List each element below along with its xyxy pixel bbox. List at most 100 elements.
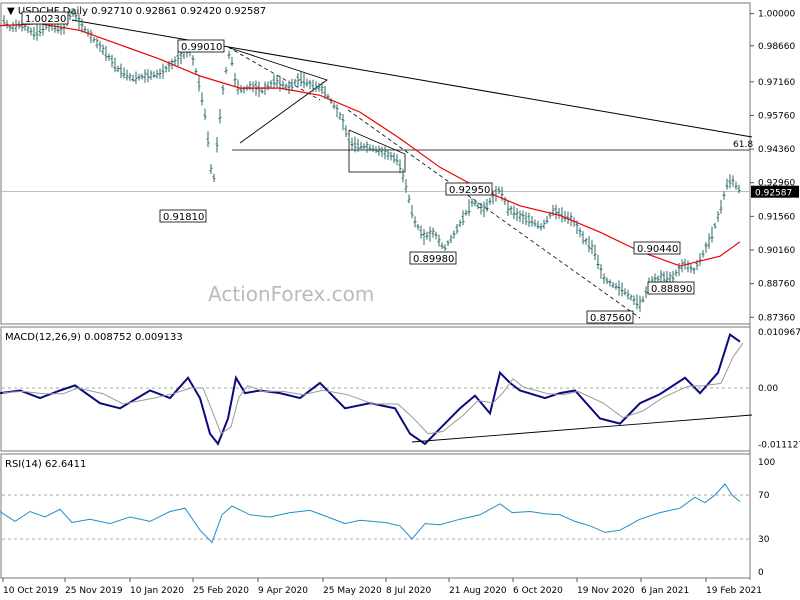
ohlc-bar [464, 209, 468, 216]
moving-average [0, 23, 741, 267]
ohlc-bar [212, 173, 216, 183]
ohlc-bar [14, 19, 18, 33]
ohlc-bar [77, 13, 81, 30]
macd-line [0, 332, 741, 446]
ohlc-bar [596, 254, 600, 269]
ohlc-bar [308, 79, 312, 90]
ohlc-bar [401, 168, 405, 183]
rsi-line [0, 483, 741, 544]
annotation-label: 0.91810 [163, 212, 204, 223]
ohlc-bar [146, 68, 150, 83]
ohlc-bar [344, 125, 348, 138]
ohlc-bar [113, 57, 117, 73]
ohlc-bar [101, 44, 105, 56]
ohlc-bar [431, 227, 435, 238]
y-tick-label: 0.87360 [758, 313, 795, 323]
ohlc-bar [443, 244, 447, 251]
ohlc-bar [299, 71, 303, 87]
ohlc-bar [719, 199, 723, 214]
ohlc-bar [107, 53, 111, 61]
ohlc-bar [581, 231, 585, 245]
ohlc-bar [155, 69, 159, 79]
ohlc-bar [71, 8, 75, 17]
ohlc-bar [557, 207, 561, 220]
ohlc-bar [512, 205, 516, 220]
ohlc-bar [713, 222, 717, 229]
ohlc-bar [332, 102, 336, 110]
ohlc-bar [353, 136, 357, 153]
ohlc-bar [410, 204, 414, 219]
long-trendline [71, 19, 753, 138]
ohlc-bar [380, 146, 384, 158]
rsi-tick-label: 70 [758, 491, 770, 501]
rsi-header: RSI(14) 62.6411 [5, 459, 86, 470]
rsi-panel-frame [0, 453, 751, 579]
ohlc-bar [26, 25, 30, 34]
ohlc-bar [587, 236, 591, 253]
ohlc-bar [377, 145, 381, 156]
annotation-box [21, 11, 69, 25]
ohlc-bar [599, 264, 603, 279]
ohlc-bar [434, 231, 438, 240]
ohlc-bar [248, 80, 252, 91]
ohlc-bar [320, 82, 324, 94]
ohlc-bar [527, 212, 531, 227]
date-axis: 10 Oct 2019 25 Nov 2019 10 Jan 2020 25 Feb … [2, 578, 762, 596]
ohlc-bar [119, 63, 123, 79]
x-tick-label: 19 Feb 2021 [706, 586, 762, 596]
dashed-trendline [347, 109, 641, 319]
ohlc-bar [164, 65, 168, 73]
ohlc-bar [125, 69, 129, 81]
ohlc-bar [335, 104, 339, 118]
ohlc-bar [482, 201, 486, 218]
ohlc-bar [422, 229, 426, 246]
annotation-box [633, 241, 681, 255]
ohlc-bar [2, 15, 6, 27]
ohlc-bar [584, 237, 588, 245]
ohlc-bar [239, 85, 243, 94]
annotation-label: 0.87560 [590, 313, 631, 324]
ohlc-bar [689, 264, 693, 273]
y-tick-label: 0.97160 [758, 78, 795, 88]
ohlc-bar [737, 184, 741, 194]
ohlc-bar [92, 36, 96, 43]
x-tick-label: 6 Oct 2020 [513, 586, 563, 596]
ohlc-bar [290, 78, 294, 91]
ohlc-bar [347, 135, 351, 145]
ohlc-bar [152, 71, 156, 78]
fib-label: 61.8 [733, 140, 753, 150]
ohlc-bar [413, 216, 417, 228]
ohlc-bar [731, 175, 735, 187]
ohlc-bar [593, 244, 597, 260]
ohlc-bar [350, 137, 354, 151]
ohlc-bar [293, 78, 297, 87]
macd-trendline [411, 414, 753, 443]
x-tick-label: 25 Nov 2019 [65, 586, 123, 596]
ohlc-bar [449, 234, 453, 244]
ohlc-bar [197, 75, 201, 92]
annotation-box [445, 182, 493, 196]
ohlc-bar [11, 21, 15, 32]
annotation-box [647, 281, 695, 295]
ohlc-bar [191, 55, 195, 66]
ohlc-bar [701, 250, 705, 258]
ohlc-bar [608, 279, 612, 287]
ohlc-bar [296, 73, 300, 87]
ohlc-bar [137, 73, 141, 81]
price-panel-frame [0, 2, 751, 325]
ohlc-bar [209, 164, 213, 174]
x-tick-label: 6 Jan 2021 [641, 586, 689, 596]
ohlc-bar [374, 146, 378, 154]
ma-line [0, 23, 741, 267]
annotation-label: 0.88890 [651, 284, 692, 295]
ohlc-bar [95, 37, 99, 49]
ohlc-bar [233, 72, 237, 87]
rsi-tick-label: 0 [758, 568, 764, 578]
ohlc-bar [515, 208, 519, 222]
ohlc-bar [416, 223, 420, 230]
ohlc-bar [470, 198, 474, 207]
ohlc-bar [362, 143, 366, 150]
ohlc-bar [722, 191, 726, 200]
ohlc-bar [623, 288, 627, 296]
